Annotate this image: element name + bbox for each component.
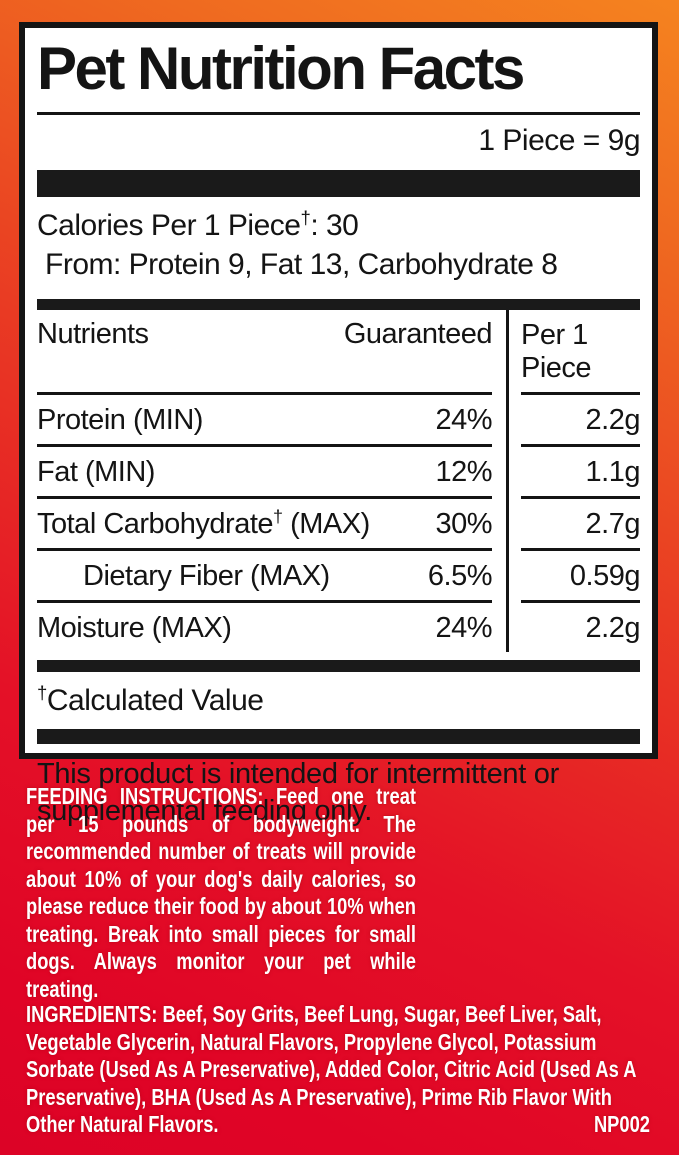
per-piece-value: 1.1g [521,447,641,499]
table-row: Protein (MIN) 24% 2.2g [37,395,641,447]
dagger-symbol: † [300,207,311,228]
title-divider [37,112,640,115]
table-row: Dietary Fiber (MAX) 6.5% 0.59g [37,551,641,603]
ingredients-block: INGREDIENTS: Beef, Soy Grits, Beef Lung,… [26,1001,650,1139]
column-divider: Per 1 Piece [506,310,640,395]
guaranteed-value: 30% [435,508,492,540]
table-row: Moisture (MAX) 24% 2.2g [37,603,641,652]
guaranteed-value: 6.5% [427,560,493,592]
nutrient-name: Dietary Fiber (MAX) [83,560,330,592]
per-piece-value: 2.2g [521,395,641,447]
header-per-piece: Per 1 Piece [521,310,640,395]
thick-separator-bar [37,170,640,197]
guaranteed-value: 24% [435,404,492,436]
ingredients-label: INGREDIENTS: [26,1001,158,1027]
per-piece-value: 2.7g [521,499,641,551]
calculated-value-footnote: †Calculated Value [37,682,264,717]
medium-separator-bar [37,660,640,672]
nutrient-name: Fat (MIN) [37,456,155,488]
guaranteed-value: 12% [435,456,492,488]
medium-separator-bar [37,729,640,744]
nutrient-name: Protein (MIN) [37,404,203,436]
ingredients-paragraph: INGREDIENTS: Beef, Soy Grits, Beef Lung,… [26,1001,650,1139]
header-guaranteed: Guaranteed [343,318,493,350]
calories-label: Calories Per 1 Piece [37,209,301,242]
header-nutrients: Nutrients [37,318,149,350]
nutrient-name: Total Carbohydrate [37,508,274,540]
calories-from-line: From: Protein 9, Fat 13, Carbohydrate 8 [45,248,558,281]
table-row: Total Carbohydrate† (MAX) 30% 2.7g [37,499,641,551]
serving-size: 1 Piece = 9g [478,124,640,157]
guaranteed-value: 24% [435,612,492,644]
table-row: Fat (MIN) 12% 1.1g [37,447,641,499]
feeding-instructions: FEEDING INSTRUCTIONS: Feed one treat per… [26,783,416,1003]
feeding-instructions-label: FEEDING INSTRUCTIONS: [26,783,264,809]
pet-nutrition-facts-panel: Pet Nutrition Facts 1 Piece = 9g Calorie… [19,22,658,827]
feeding-instructions-text: Feed one treat per 15 pounds of bodyweig… [26,783,417,1002]
calories-value: : 30 [310,209,359,242]
dagger-symbol: † [273,506,283,527]
medium-separator-bar [37,299,640,310]
intermittent-feeding-statement: This product is intended for intermitten… [37,758,559,827]
calories-line: Calories Per 1 Piece†: 30 [37,207,640,243]
ingredients-text: Beef, Soy Grits, Beef Lung, Sugar, Beef … [26,1001,636,1137]
product-code: NP002 [593,1111,650,1137]
panel-title: Pet Nutrition Facts [37,35,525,102]
nutrients-table: Nutrients Guaranteed Per 1 Piece Protein… [37,310,641,652]
dagger-symbol: † [37,682,47,703]
per-piece-value: 2.2g [585,612,641,644]
table-header-row: Nutrients Guaranteed Per 1 Piece [37,310,640,395]
per-piece-value: 0.59g [521,551,641,603]
nutrient-name: Moisture (MAX) [37,612,232,644]
